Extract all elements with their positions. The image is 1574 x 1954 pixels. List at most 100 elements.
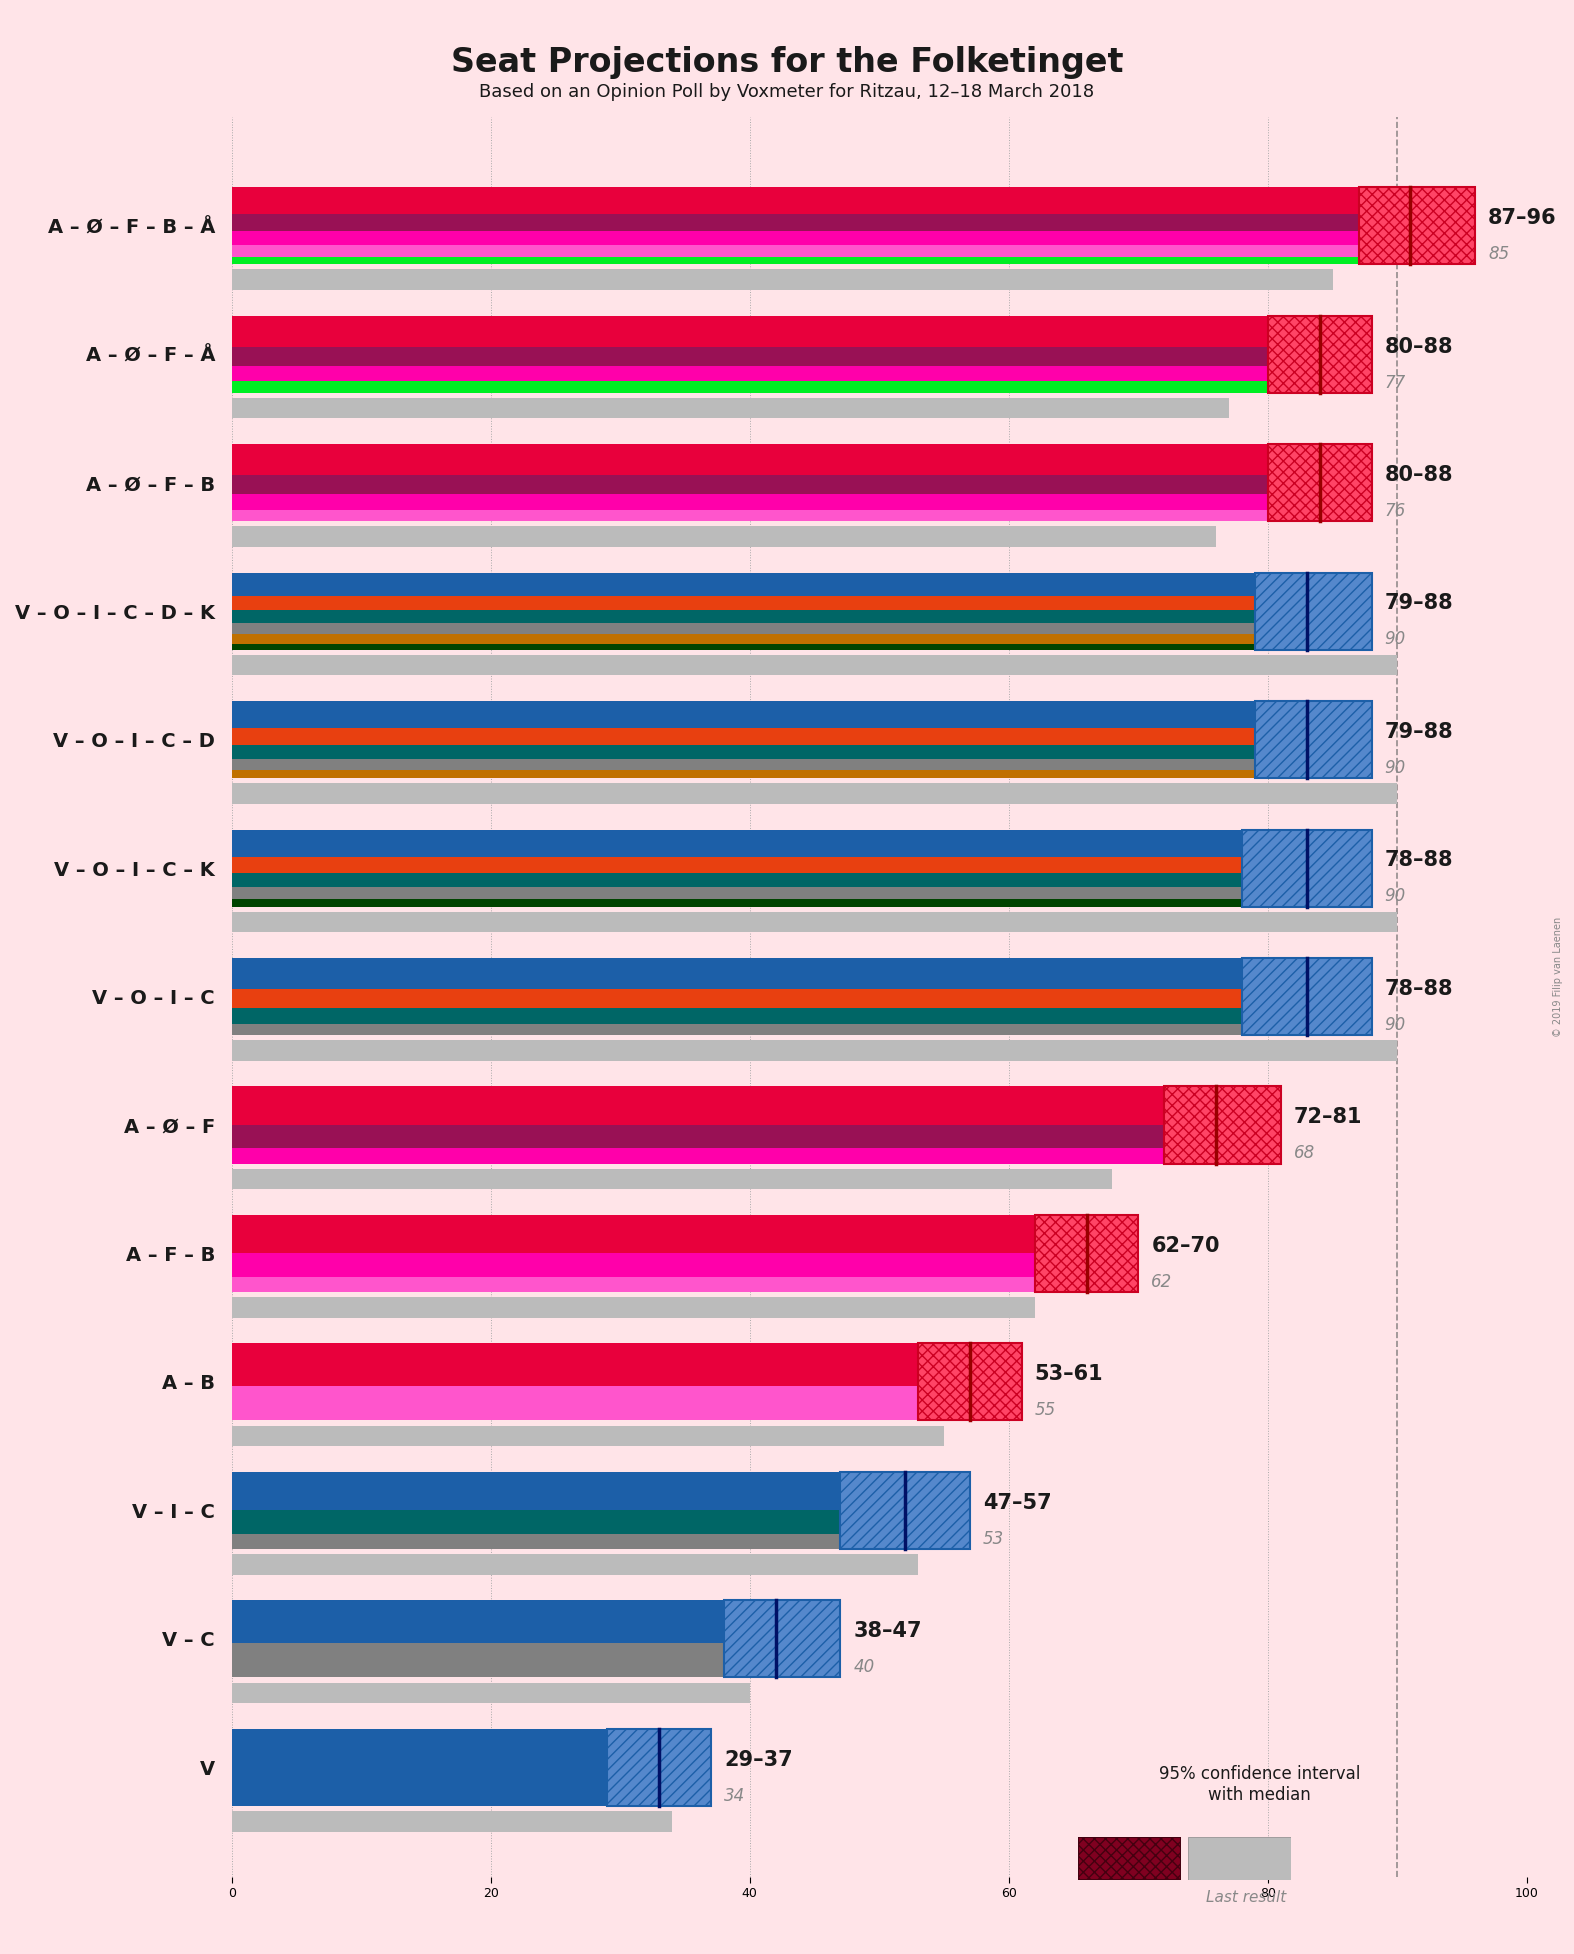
Bar [231,957,1242,989]
Bar [231,899,1242,907]
Text: Seat Projections for the Folketinget: Seat Projections for the Folketinget [450,47,1124,78]
Bar [231,1682,749,1704]
Text: 76: 76 [1385,502,1406,520]
Bar [1034,1215,1138,1292]
Bar [231,1385,918,1421]
Bar [1269,444,1371,522]
Bar [231,1215,1034,1253]
Text: 40: 40 [853,1659,875,1677]
Bar [1269,317,1371,393]
Bar [231,365,1269,381]
Bar [231,1086,1165,1126]
Bar [231,475,1269,494]
Bar [231,770,1254,778]
Text: 53–61: 53–61 [1034,1364,1103,1383]
Bar [231,989,1242,1008]
Bar [231,635,1254,643]
Bar [608,1729,711,1805]
Bar [231,1729,608,1805]
Bar [231,784,1398,803]
Bar [231,1643,724,1677]
Bar [1358,188,1475,264]
Text: Based on an Opinion Poll by Voxmeter for Ritzau, 12–18 March 2018: Based on an Opinion Poll by Voxmeter for… [480,82,1094,102]
Bar [231,1253,1034,1276]
Bar [231,1168,1113,1190]
Text: 90: 90 [1385,1016,1406,1034]
Bar [231,655,1398,676]
Bar [231,494,1269,510]
Bar [918,1344,1022,1421]
Bar [231,215,1358,231]
Text: 78–88: 78–88 [1385,850,1453,870]
Bar [231,188,1358,215]
Text: Last result: Last result [1207,1890,1286,1905]
Bar [231,346,1269,365]
Bar [231,244,1358,256]
Bar [231,913,1398,932]
Bar [231,1149,1165,1163]
Text: 62–70: 62–70 [1151,1235,1220,1256]
Text: 38–47: 38–47 [853,1622,922,1641]
Bar [231,1126,1165,1149]
Bar [231,1510,841,1534]
Bar [231,1008,1242,1024]
Text: 62: 62 [1151,1272,1173,1292]
Bar [231,381,1269,393]
Text: 68: 68 [1294,1145,1314,1163]
Bar [1165,1086,1281,1163]
Bar [231,1553,918,1575]
Text: 72–81: 72–81 [1294,1108,1363,1127]
Bar [231,856,1242,873]
Bar [231,231,1358,244]
Bar [231,510,1269,522]
Text: 90: 90 [1385,758,1406,778]
Bar [231,399,1229,418]
Bar [724,1600,841,1677]
Text: 47–57: 47–57 [982,1493,1051,1512]
Text: 95% confidence interval
with median: 95% confidence interval with median [1158,1764,1360,1804]
Bar [1242,830,1371,907]
Bar [231,1040,1398,1061]
Bar [231,573,1254,596]
Bar [231,744,1254,758]
Text: 55: 55 [1034,1401,1056,1419]
Bar [231,1600,724,1643]
Bar [1254,701,1371,778]
Bar [231,1276,1034,1292]
Bar [1254,573,1371,651]
Bar [231,526,1217,547]
Text: 34: 34 [724,1786,745,1805]
Bar [231,623,1254,635]
Bar [231,1534,841,1550]
Text: 90: 90 [1385,631,1406,649]
Text: 77: 77 [1385,373,1406,391]
Bar [231,729,1254,744]
Text: 53: 53 [982,1530,1004,1548]
Text: 85: 85 [1487,244,1509,264]
Bar [231,317,1269,346]
Bar [231,1344,918,1385]
Bar [231,1426,944,1446]
Bar [231,1471,841,1510]
Text: 78–88: 78–88 [1385,979,1453,998]
Text: 29–37: 29–37 [724,1749,792,1770]
Bar [231,643,1254,651]
Text: 79–88: 79–88 [1385,721,1453,743]
Bar [231,1297,1034,1317]
Bar [231,830,1242,856]
Text: 80–88: 80–88 [1385,465,1453,485]
Text: 80–88: 80–88 [1385,336,1453,356]
Bar [231,701,1254,729]
Bar [231,270,1333,289]
Bar [231,1024,1242,1036]
Text: 79–88: 79–88 [1385,594,1453,614]
Bar [231,610,1254,623]
Bar [231,758,1254,770]
Bar [841,1471,970,1550]
Bar [231,873,1242,887]
Bar [231,256,1358,264]
Bar [231,596,1254,610]
Bar [231,444,1269,475]
Text: 90: 90 [1385,887,1406,905]
Text: © 2019 Filip van Laenen: © 2019 Filip van Laenen [1554,916,1563,1038]
